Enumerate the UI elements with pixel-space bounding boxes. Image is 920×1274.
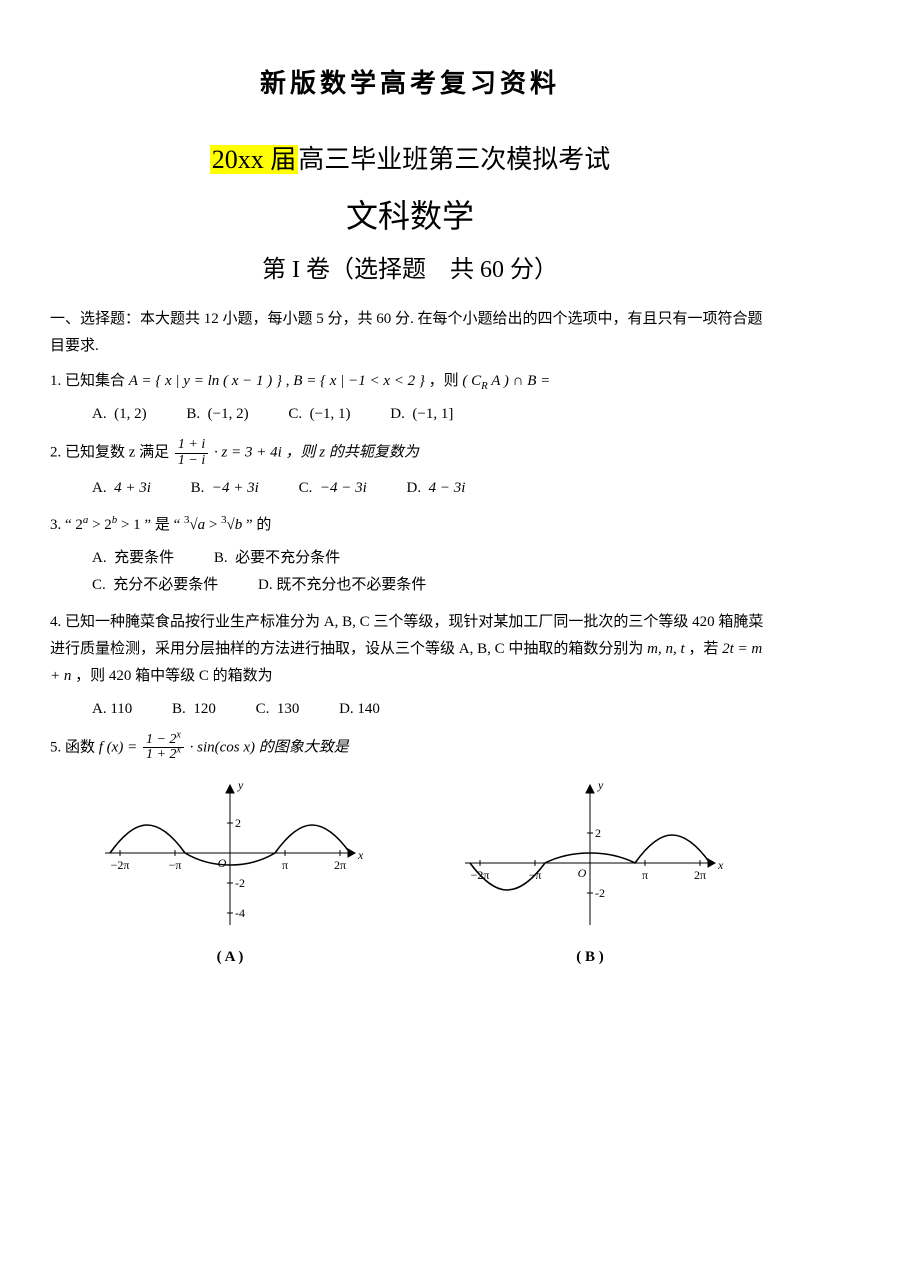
svg-text:-4: -4 (235, 906, 245, 920)
q4-vars: m, n, t (647, 641, 685, 657)
exam-year-highlight: 20xx 届 (210, 145, 299, 174)
volume-title: 第 I 卷（选择题 共 60 分） (50, 249, 770, 292)
graph-b-label: ( B ) (450, 944, 730, 971)
q5-fraction: 1 − 2x 1 + 2x (143, 733, 184, 763)
q2-fraction: 1 + i 1 − i (175, 438, 208, 468)
graph-b: y x 2 -2 −2π −π O π 2π (450, 775, 730, 940)
q4-opt-a: A. 110 (92, 696, 132, 723)
q2-opt-d: D. 4 − 3i (407, 475, 466, 502)
svg-text:x: x (357, 848, 364, 862)
q3-opt-b: B. 必要不充分条件 (214, 545, 340, 572)
q4-options: A. 110 B. 120 C. 130 D. 140 (50, 696, 770, 723)
q4-opt-c: C. 130 (256, 696, 300, 723)
svg-text:2π: 2π (694, 868, 706, 882)
q4-opt-d: D. 140 (339, 696, 380, 723)
question-1: 1. 已知集合 A = { x | y = ln ( x − 1 ) } , B… (50, 368, 770, 395)
cube-root-a: 3√a (184, 517, 205, 533)
q2-opt-a: A. 4 + 3i (92, 475, 151, 502)
q3-a: 3. “ 2 (50, 517, 83, 533)
q3-opt-a: A. 充要条件 (92, 545, 174, 572)
section-instructions: 一、选择题：本大题共 12 小题，每小题 5 分，共 60 分. 在每个小题给出… (50, 306, 770, 360)
q3-b: > 2 (92, 517, 112, 533)
svg-text:2π: 2π (334, 858, 346, 872)
q3-opt-d: D. 既不充分也不必要条件 (258, 572, 426, 599)
q1-opt-d: D. (−1, 1] (390, 401, 453, 428)
q5-suffix: · sin(cos x) 的图象大致是 (190, 739, 349, 755)
q1-options: A. (1, 2) B. (−1, 2) C. (−1, 1) D. (−1, … (50, 401, 770, 428)
q1-prefix: 1. 已知集合 (50, 373, 129, 389)
q3-c: > 1 ” 是 “ (121, 517, 184, 533)
q3-d: ” 的 (246, 517, 271, 533)
svg-text:O: O (218, 856, 227, 870)
q2-opt-b: B. −4 + 3i (191, 475, 259, 502)
svg-text:π: π (642, 868, 648, 882)
q5-prefix: 5. 函数 (50, 739, 99, 755)
q1-target: ( CR A ) ∩ B = (462, 373, 550, 389)
q5-graphs: y x 2 -2 -4 −2π −π (50, 775, 770, 971)
graph-b-block: y x 2 -2 −2π −π O π 2π (450, 775, 730, 971)
subject-title: 文科数学 (50, 188, 770, 246)
q2-opt-c: C. −4 − 3i (299, 475, 367, 502)
question-5: 5. 函数 f (x) = 1 − 2x 1 + 2x · sin(cos x)… (50, 733, 770, 763)
svg-text:−2π: −2π (111, 858, 130, 872)
q1-opt-b: B. (−1, 2) (186, 401, 248, 428)
graph-a-label: ( A ) (90, 944, 370, 971)
q2-prefix: 2. 已知复数 z 满足 (50, 445, 173, 461)
svg-text:π: π (282, 858, 288, 872)
question-4: 4. 已知一种腌菜食品按行业生产标准分为 A, B, C 三个等级，现针对某加工… (50, 609, 770, 690)
svg-text:-2: -2 (595, 886, 605, 900)
q2-mid: · z = 3 + 4i ，则 z 的共轭复数为 (214, 445, 419, 461)
cube-root-b: 3√b (221, 517, 242, 533)
svg-text:−π: −π (169, 858, 182, 872)
main-title: 新版数学高考复习资料 (50, 60, 770, 107)
subtitle-line-1: 20xx 届高三毕业班第三次模拟考试 (50, 137, 770, 184)
svg-text:y: y (237, 778, 244, 792)
svg-text:2: 2 (235, 816, 241, 830)
q3-opt-c: C. 充分不必要条件 (92, 572, 218, 599)
svg-text:x: x (717, 858, 724, 872)
q2-options: A. 4 + 3i B. −4 + 3i C. −4 − 3i D. 4 − 3… (50, 475, 770, 502)
q5-fn: f (x) = (99, 739, 141, 755)
svg-text:2: 2 (595, 826, 601, 840)
question-3: 3. “ 2a > 2b > 1 ” 是 “ 3√a > 3√b ” 的 (50, 512, 770, 539)
q3-options: A. 充要条件 B. 必要不充分条件 C. 充分不必要条件 D. 既不充分也不必… (50, 545, 770, 599)
graph-a-block: y x 2 -2 -4 −2π −π (90, 775, 370, 971)
q4-opt-b: B. 120 (172, 696, 216, 723)
svg-text:y: y (597, 778, 604, 792)
svg-text:-2: -2 (235, 876, 245, 890)
q1-opt-c: C. (−1, 1) (288, 401, 350, 428)
graph-a: y x 2 -2 -4 −2π −π (90, 775, 370, 940)
q1-opt-a: A. (1, 2) (92, 401, 147, 428)
subtitle-rest: 高三毕业班第三次模拟考试 (298, 145, 610, 174)
svg-text:O: O (578, 866, 587, 880)
question-2: 2. 已知复数 z 满足 1 + i 1 − i · z = 3 + 4i ，则… (50, 438, 770, 468)
q1-equation: A = { x | y = ln ( x − 1 ) } , B = { x |… (129, 373, 425, 389)
